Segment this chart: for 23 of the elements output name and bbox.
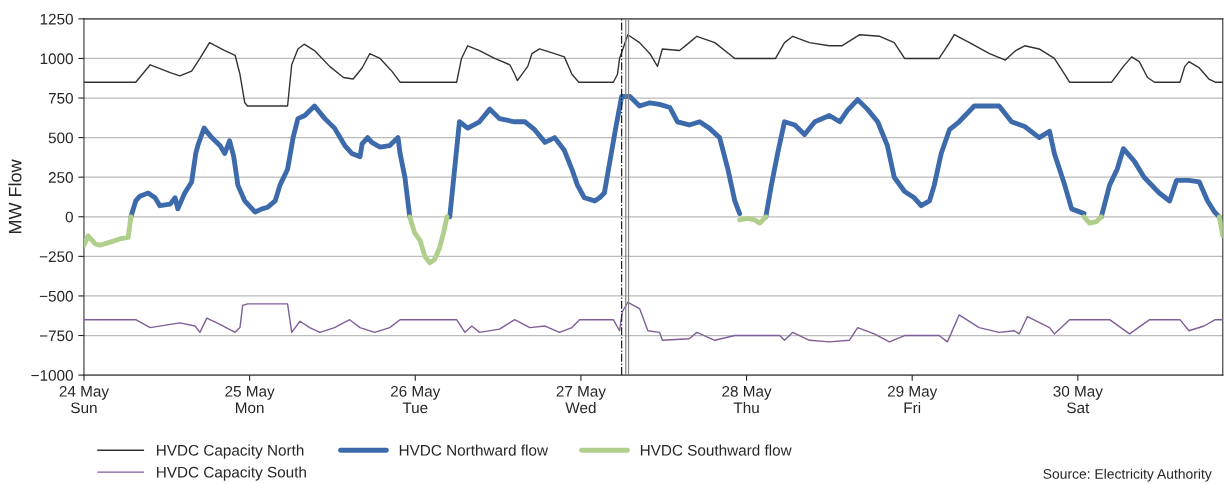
y-axis-title: MW Flow xyxy=(8,159,22,234)
x-tick-label: 24 May Sun xyxy=(59,385,109,414)
x-tick-label: 27 May Wed xyxy=(556,385,606,414)
y-tick-label: −500 xyxy=(39,290,73,302)
y-tick-label: 1250 xyxy=(40,13,73,25)
x-tick-label: 29 May Fri xyxy=(887,385,938,414)
legend-label: HVDC Capacity South xyxy=(157,466,306,481)
y-tick-label: 500 xyxy=(48,132,73,144)
y-tick-label: −250 xyxy=(39,251,73,263)
y-tick-label: −1000 xyxy=(31,369,73,381)
y-tick-label: 250 xyxy=(48,172,73,183)
legend-label: HVDC Northward flow xyxy=(399,444,549,456)
legend-label: HVDC Capacity North xyxy=(157,444,304,459)
source-note: Source: Electricity Authority xyxy=(1043,468,1212,482)
y-tick-label: 0 xyxy=(65,211,73,223)
x-tick-label: 30 May Sat xyxy=(1053,385,1103,414)
legend-label: HVDC Southward flow xyxy=(640,444,792,456)
y-tick-label: −750 xyxy=(39,330,73,342)
y-tick-label: 750 xyxy=(48,92,73,104)
x-tick-label: 28 May Thu xyxy=(722,385,772,414)
x-tick-label: 26 May Tue xyxy=(390,385,441,414)
x-tick-label: 25 May Mon xyxy=(225,385,275,414)
y-tick-label: 1000 xyxy=(40,53,73,65)
